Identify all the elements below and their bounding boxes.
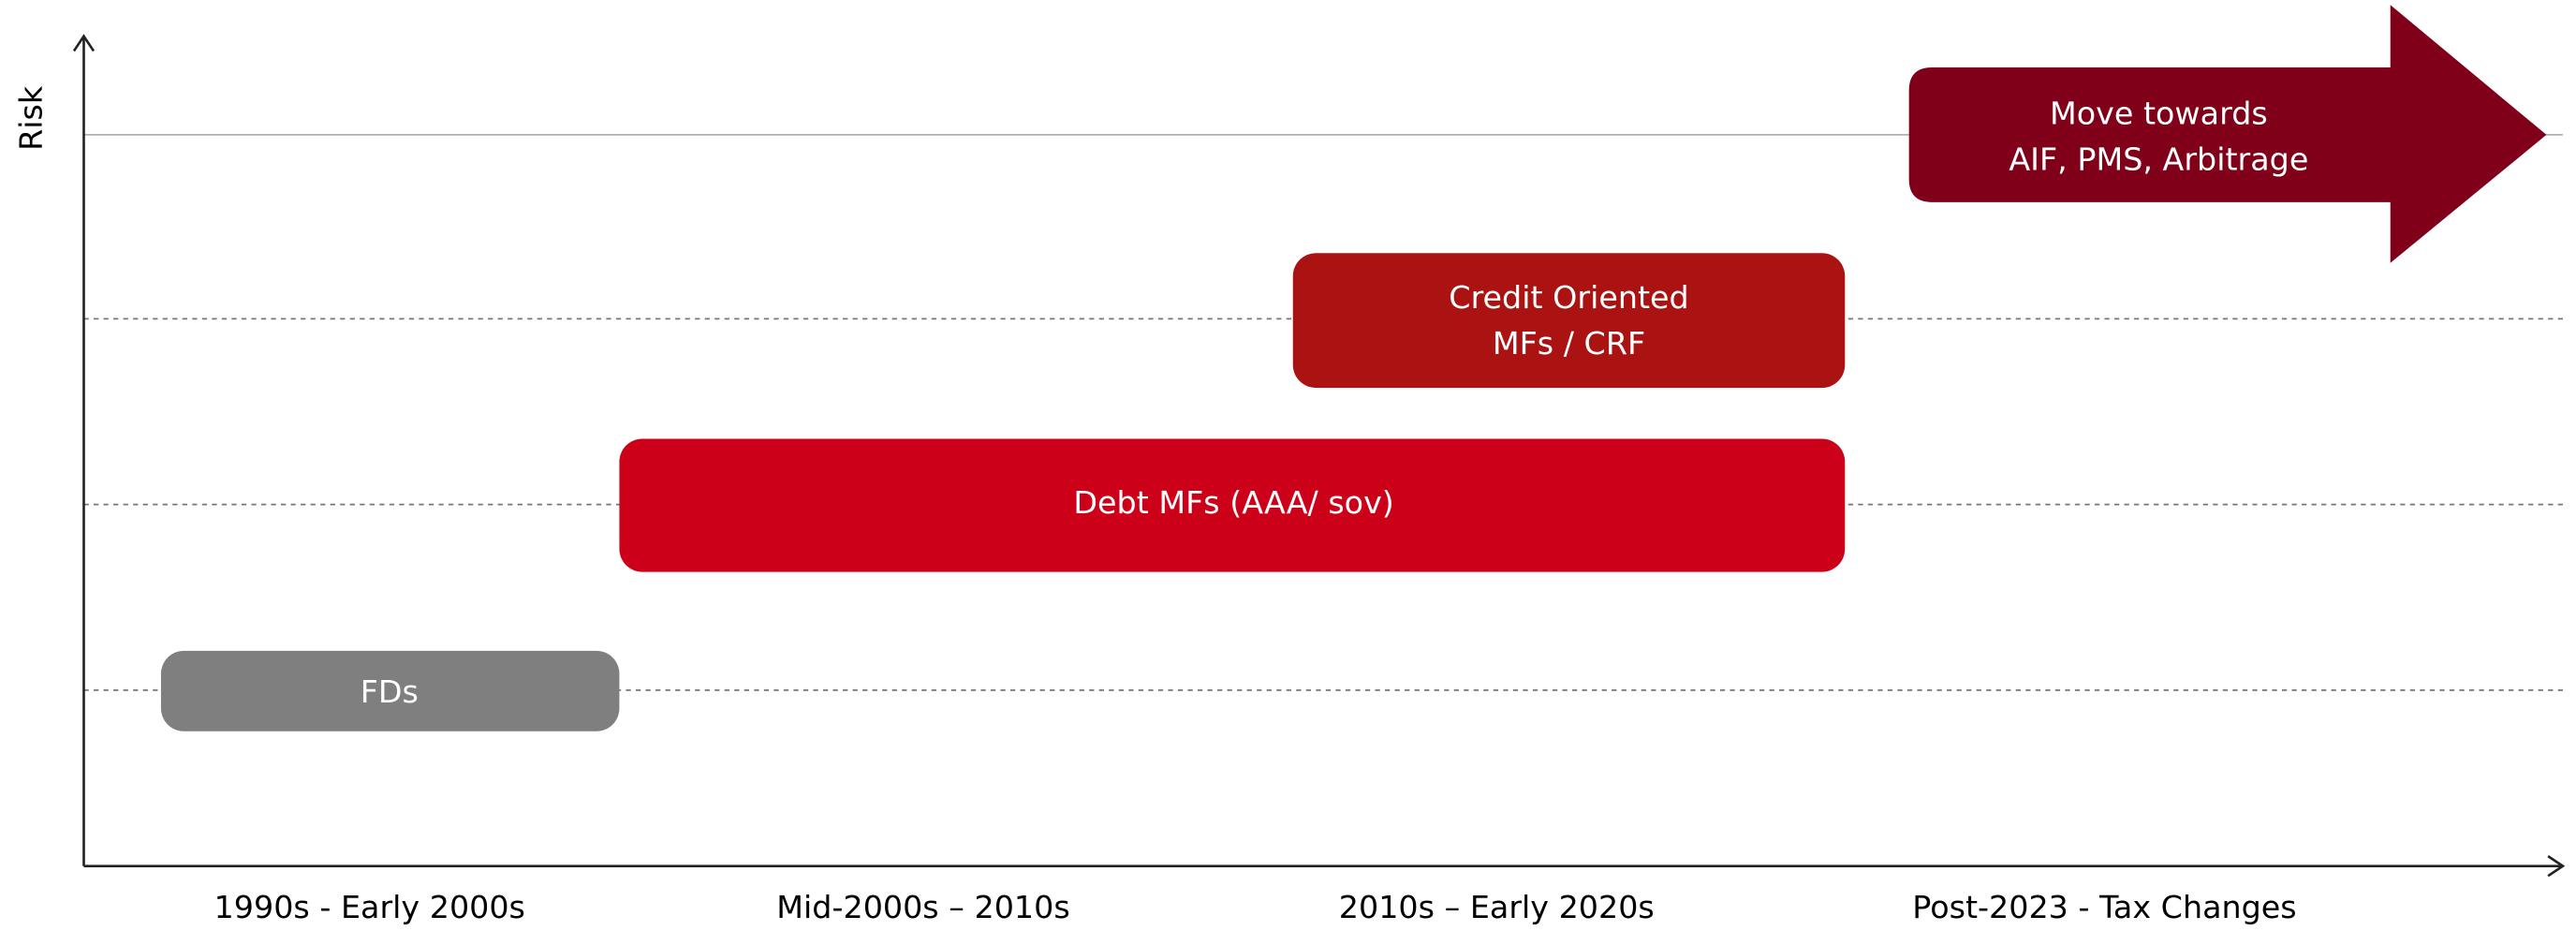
future-arrow <box>1908 5 2547 263</box>
y-axis-label: Risk <box>13 85 50 151</box>
box-label: Credit Oriented <box>1449 279 1688 316</box>
axes <box>72 34 2566 878</box>
x-label: 1990s - Early 2000s <box>214 889 525 925</box>
box-label: Debt MFs (AAA/ sov) <box>1073 484 1393 521</box>
credit-box <box>1292 253 1846 389</box>
debt-box <box>619 438 1846 572</box>
x-label: Post-2023 - Tax Changes <box>1912 889 2296 925</box>
box-label: FDs <box>361 673 419 710</box>
x-label: Mid-2000s – 2010s <box>776 889 1069 925</box>
box-label: MFs / CRF <box>1493 325 1645 362</box>
x-label: 2010s – Early 2020s <box>1339 889 1655 925</box>
fds-box <box>160 650 620 732</box>
box-label: AIF, PMS, Arbitrage <box>2009 140 2308 177</box>
box-label: Move towards <box>2050 95 2268 131</box>
